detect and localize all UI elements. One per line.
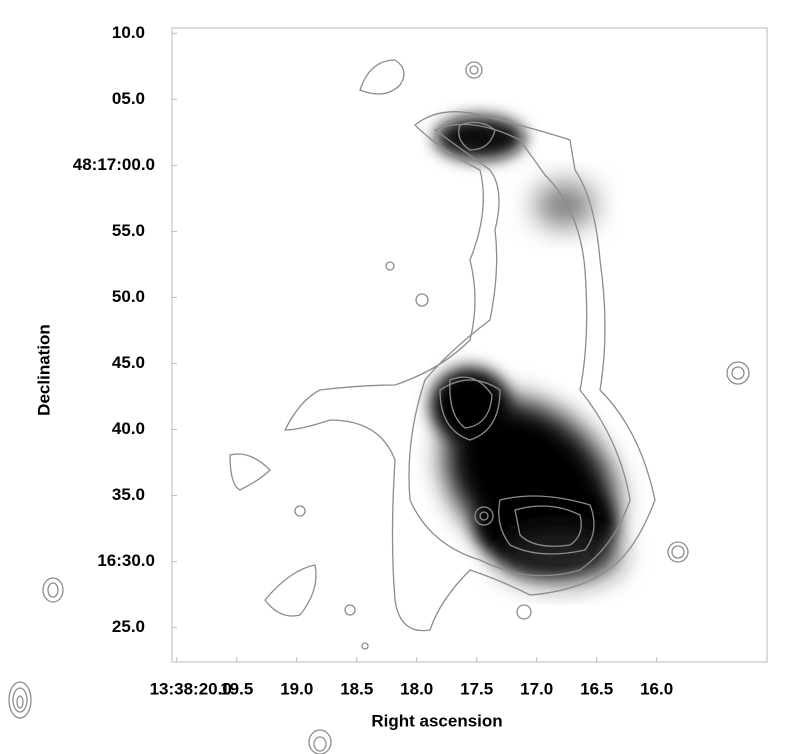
x-tick-label: 16.0	[640, 679, 673, 698]
x-tick-label: 18.0	[400, 679, 433, 698]
y-axis-label: Declination	[34, 324, 53, 416]
y-tick-label: 50.0	[112, 287, 145, 306]
x-tick-label: 18.5	[340, 679, 373, 698]
x-axis-label: Right ascension	[371, 711, 502, 730]
contours	[229, 59, 689, 650]
y-tick-label: 35.0	[112, 485, 145, 504]
y-tick-label: 45.0	[112, 353, 145, 372]
outside-contours	[8, 361, 750, 754]
x-tick-label: 16.5	[580, 679, 613, 698]
image	[229, 59, 689, 650]
y-tick-label: 05.0	[112, 89, 145, 108]
x-tick-label: 17.5	[460, 679, 493, 698]
y-tick-label: 16:30.0	[97, 551, 155, 570]
x-tick-label: 13:38:20.0	[150, 679, 232, 698]
x-tick-label: 19.0	[280, 679, 313, 698]
y-tick-label: 55.0	[112, 221, 145, 240]
y-tick-label: 48:17:00.0	[73, 155, 155, 174]
x-tick-label: 17.0	[520, 679, 553, 698]
y-tick-label: 10.0	[112, 23, 145, 42]
y-tick-label: 25.0	[112, 617, 145, 636]
y-tick-label: 40.0	[112, 419, 145, 438]
x-tick-label: 19.5	[220, 679, 253, 698]
